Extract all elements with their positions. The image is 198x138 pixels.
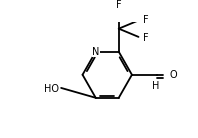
Text: H: H bbox=[152, 80, 159, 91]
Text: F: F bbox=[116, 0, 122, 10]
Text: N: N bbox=[92, 47, 99, 57]
Text: F: F bbox=[143, 33, 148, 43]
Text: O: O bbox=[170, 70, 177, 80]
Text: F: F bbox=[143, 15, 148, 25]
Text: HO: HO bbox=[44, 84, 59, 94]
